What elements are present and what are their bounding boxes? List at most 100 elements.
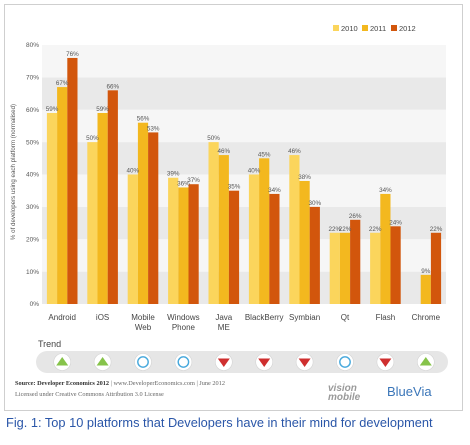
data-label: 34% <box>268 187 281 194</box>
legend-label: 2011 <box>370 24 386 33</box>
y-tick-label: 0% <box>30 301 40 308</box>
category-label: Symbian <box>289 313 320 322</box>
trend-up-icon <box>53 353 72 371</box>
data-label: 35% <box>228 184 241 191</box>
legend-swatch <box>391 25 397 31</box>
bar <box>168 177 179 304</box>
bar <box>208 142 219 304</box>
data-label: 40% <box>126 168 139 175</box>
legend-swatch <box>333 25 339 31</box>
trend-down-icon <box>295 353 314 371</box>
data-label: 46% <box>217 148 230 155</box>
data-label: 67% <box>56 80 69 87</box>
trend-up-icon <box>93 353 112 371</box>
bar <box>339 232 351 304</box>
data-label: 40% <box>248 168 261 175</box>
bar <box>87 142 98 304</box>
category-label: Android <box>48 313 76 322</box>
data-label: 53% <box>147 125 160 132</box>
data-label: 45% <box>258 151 271 158</box>
data-label: 34% <box>379 187 392 194</box>
bar <box>137 122 149 304</box>
bar <box>289 155 300 304</box>
y-tick-label: 10% <box>26 269 39 276</box>
bar <box>248 174 260 304</box>
bar <box>188 184 199 304</box>
figure-caption: Fig. 1: Top 10 platforms that Developers… <box>6 415 433 430</box>
grid-band <box>42 45 446 78</box>
bar <box>329 232 340 304</box>
y-tick-label: 70% <box>26 75 39 82</box>
bar <box>430 232 442 304</box>
trend-down-icon <box>255 353 274 371</box>
bar <box>269 193 280 304</box>
data-label: 22% <box>369 226 382 233</box>
data-label: 22% <box>328 226 341 233</box>
bar <box>228 190 240 304</box>
data-label: 22% <box>430 226 443 233</box>
source-line: Source: Developer Economics 2012 | www.D… <box>15 380 225 387</box>
trend-flat-icon <box>336 353 354 371</box>
data-label: 59% <box>46 106 59 113</box>
data-label: 37% <box>187 177 200 184</box>
data-label: 50% <box>207 135 220 142</box>
data-label: 76% <box>66 51 79 58</box>
bar <box>107 90 118 304</box>
trend-down-icon <box>215 353 233 371</box>
y-axis-label: % of developers using each platform (nor… <box>10 104 17 240</box>
bar <box>380 193 391 304</box>
category-label: Qt <box>341 313 350 322</box>
data-label: 56% <box>137 116 150 123</box>
y-tick-label: 30% <box>26 204 39 211</box>
bar <box>370 232 381 304</box>
trend-label: Trend <box>38 339 61 349</box>
visionmobile-logo: vision mobile <box>328 383 361 403</box>
bar <box>127 174 138 304</box>
grid-band <box>42 77 446 110</box>
legend-label: 2012 <box>399 24 416 33</box>
bluevia-logo: BlueVia <box>387 384 432 399</box>
y-tick-label: 50% <box>26 139 39 146</box>
trend-down-icon <box>376 353 395 371</box>
bar <box>350 219 361 304</box>
data-label: 22% <box>339 226 352 233</box>
y-tick-label: 60% <box>26 107 39 114</box>
data-label: 24% <box>389 219 402 226</box>
trend-flat-icon <box>134 353 152 371</box>
category-label: Chrome <box>412 313 441 322</box>
data-label: 9% <box>421 268 431 275</box>
data-label: 46% <box>288 148 301 155</box>
legend-label: 2010 <box>341 24 358 33</box>
source-details: | www.DeveloperEconomics.com | June 2012 <box>109 380 226 387</box>
bar <box>309 206 320 304</box>
data-label: 50% <box>86 135 99 142</box>
data-label: 26% <box>349 213 362 220</box>
category-label: iOS <box>96 313 109 322</box>
bar <box>57 87 68 305</box>
trend-flat-icon <box>174 353 193 371</box>
y-tick-label: 40% <box>26 172 39 179</box>
data-label: 59% <box>96 106 109 113</box>
trend-up-icon <box>416 353 435 371</box>
category-label: Java ME <box>215 313 232 332</box>
bar <box>46 112 58 304</box>
category-label: Mobile Web <box>131 313 155 332</box>
license-line: Licensed under Creative Commons Attribut… <box>15 391 164 398</box>
source-title: Source: Developer Economics 2012 <box>15 380 110 387</box>
bar <box>97 112 108 304</box>
y-tick-label: 20% <box>26 236 39 243</box>
category-label: BlackBerry <box>245 313 284 322</box>
bar <box>390 226 401 304</box>
bar <box>178 187 189 304</box>
bar <box>67 57 78 305</box>
bar <box>299 180 310 304</box>
bar <box>218 155 229 304</box>
data-label: 30% <box>308 200 321 207</box>
category-label: Windows Phone <box>167 313 199 332</box>
data-label: 36% <box>177 180 190 187</box>
bar <box>420 274 431 304</box>
legend-swatch <box>362 25 368 31</box>
data-label: 66% <box>106 83 119 90</box>
category-label: Flash <box>376 313 396 322</box>
